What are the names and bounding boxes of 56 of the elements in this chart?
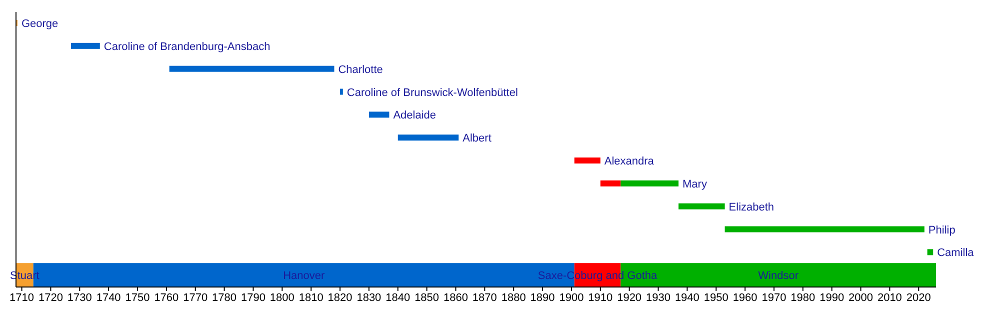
x-tick-label: 1790 <box>240 292 266 304</box>
bar <box>70 42 100 49</box>
x-tick-label: 1970 <box>762 292 786 304</box>
x-tick-label: 1980 <box>790 292 816 304</box>
y-tick-label: Albert <box>462 132 492 145</box>
x-tick-label: 1900 <box>559 292 584 304</box>
y-tick-label: Caroline of Brandenburg-Ansbach <box>104 40 270 53</box>
x-tick-label: 1960 <box>732 292 758 304</box>
x-tick-label: 1930 <box>646 292 671 304</box>
y-tick-label: Camilla <box>937 247 975 260</box>
x-tick-label: 1910 <box>588 292 613 304</box>
y-tick-label: Caroline of Brunswick-Wolfenbüttel <box>346 86 518 99</box>
x-tick-label: 1870 <box>472 292 497 304</box>
x-tick-label: 1780 <box>212 292 237 304</box>
x-tick-label: 1820 <box>328 292 352 304</box>
x-tick-label: 1750 <box>125 292 150 304</box>
x-tick-label: 1940 <box>674 292 700 304</box>
x-tick-label: 2020 <box>906 292 931 304</box>
x-tick-label: 2010 <box>877 292 902 304</box>
x-tick-label: 1720 <box>38 292 63 304</box>
x-tick-label: 1760 <box>154 292 179 304</box>
x-tick-label: 1770 <box>183 292 208 304</box>
y-tick-label: Charlotte <box>338 64 383 76</box>
x-tick-label: 1730 <box>67 292 92 304</box>
bar <box>169 66 334 72</box>
x-tick-label: 1890 <box>530 292 555 304</box>
x-tick-label: 1850 <box>414 292 440 304</box>
x-tick-label: 1920 <box>617 292 642 304</box>
bar <box>927 249 934 256</box>
bar <box>620 180 679 186</box>
bar <box>398 134 459 141</box>
y-tick-label: Alexandra <box>604 156 655 168</box>
x-tick-label: 2000 <box>848 292 874 304</box>
y-tick-label: Adelaide <box>393 110 436 122</box>
y-tick-label: George <box>21 18 58 30</box>
y-tick-label: Philip <box>928 224 956 236</box>
series-label: Hanover <box>283 270 325 282</box>
x-tick-label: 1860 <box>444 292 468 304</box>
bar <box>678 203 725 210</box>
x-tick-label: 1810 <box>298 292 324 304</box>
bar <box>600 180 621 186</box>
x-tick-label: 1800 <box>270 292 294 304</box>
x-tick-label: 1880 <box>501 292 526 304</box>
x-tick-label: 1710 <box>10 292 34 304</box>
x-tick-label: 1840 <box>386 292 410 304</box>
x-tick-label: 1990 <box>820 292 844 304</box>
bar <box>368 112 390 118</box>
y-tick-label: Elizabeth <box>728 201 774 214</box>
series-label: Windsor <box>758 270 799 282</box>
x-tick-label: 1740 <box>96 292 121 304</box>
x-tick-label: 1950 <box>704 292 728 304</box>
y-tick-label: Mary <box>682 178 708 190</box>
bar <box>574 158 600 164</box>
bar <box>340 88 343 95</box>
x-tick-label: 1830 <box>356 292 382 304</box>
bar <box>724 226 924 232</box>
